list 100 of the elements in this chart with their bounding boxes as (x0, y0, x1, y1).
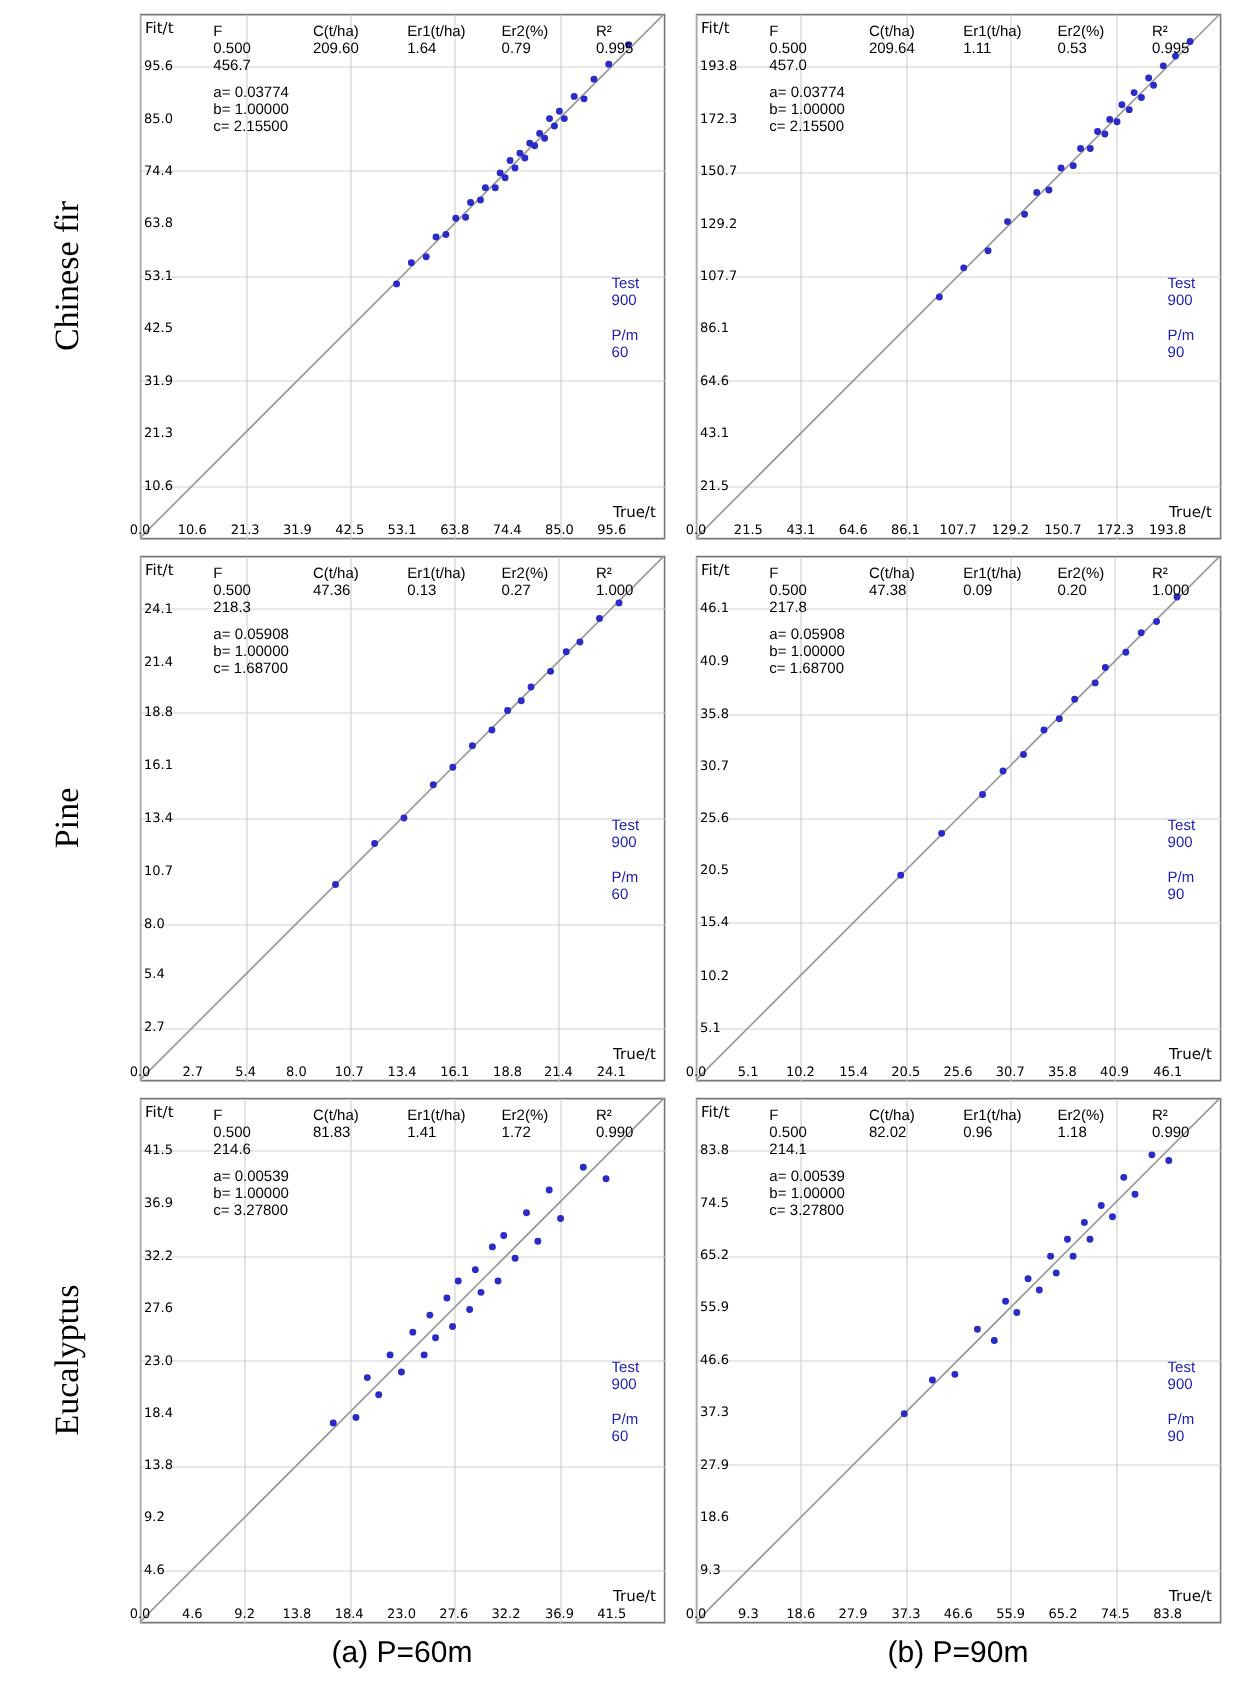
point (409, 1328, 417, 1336)
point (990, 1337, 998, 1345)
point (488, 726, 496, 734)
point (407, 259, 415, 267)
point (1106, 115, 1114, 123)
point (1086, 1235, 1094, 1243)
point (1094, 128, 1102, 136)
point (576, 638, 584, 646)
point (496, 169, 504, 177)
point (422, 253, 430, 261)
point (477, 1288, 485, 1296)
point (1153, 618, 1161, 625)
point (1122, 648, 1130, 656)
point (1097, 1202, 1105, 1209)
point (393, 280, 401, 288)
point (580, 95, 588, 103)
text: (b) P=90m (887, 1636, 1029, 1670)
point (1035, 1286, 1043, 1294)
point (504, 707, 512, 714)
point (1069, 162, 1077, 170)
point (500, 1232, 508, 1239)
point (449, 1323, 457, 1330)
point (1118, 101, 1126, 109)
point (1080, 1218, 1088, 1226)
point (960, 264, 968, 272)
point (511, 164, 519, 172)
point (429, 781, 437, 789)
point (511, 1254, 519, 1262)
point (488, 1243, 496, 1251)
point (481, 184, 489, 192)
point (979, 791, 987, 798)
point (468, 742, 476, 750)
point (476, 196, 484, 204)
point (1159, 62, 1167, 70)
point (1071, 695, 1079, 703)
point (570, 92, 578, 100)
point (551, 122, 558, 130)
point (555, 107, 563, 115)
point (1091, 679, 1099, 687)
point (523, 1209, 530, 1217)
point (984, 247, 992, 255)
point (1057, 164, 1065, 172)
point (1150, 81, 1158, 89)
point (491, 184, 499, 192)
point (1024, 1275, 1032, 1283)
point (557, 1215, 565, 1222)
point (1020, 751, 1027, 758)
point (432, 1334, 439, 1342)
point (517, 697, 525, 705)
point (560, 115, 568, 123)
point (329, 1419, 337, 1427)
point (1101, 130, 1109, 138)
point (1002, 1297, 1010, 1305)
point (1145, 74, 1153, 82)
point (545, 1186, 553, 1194)
point (467, 199, 475, 206)
point (1055, 715, 1063, 723)
point (999, 767, 1007, 775)
point (1013, 1308, 1021, 1316)
point (579, 1163, 587, 1171)
point (462, 213, 470, 221)
point (1086, 145, 1094, 153)
point (449, 763, 457, 771)
point (605, 60, 613, 68)
point (928, 1376, 936, 1384)
point (1137, 94, 1145, 101)
point (454, 1277, 462, 1285)
point (615, 599, 623, 607)
point (494, 1277, 502, 1285)
point (397, 1368, 405, 1376)
point (371, 839, 379, 847)
point (442, 231, 450, 239)
point (1165, 1157, 1173, 1164)
point (506, 157, 514, 164)
point (938, 829, 946, 837)
point (452, 214, 460, 222)
point (562, 648, 570, 656)
point (897, 871, 905, 879)
point (466, 1305, 474, 1313)
point (1033, 188, 1041, 196)
point (1064, 1235, 1071, 1243)
point (1113, 118, 1121, 126)
point (420, 1351, 428, 1359)
point (443, 1294, 451, 1302)
point (527, 683, 535, 691)
text: Eucalyptus (47, 1284, 86, 1436)
point (534, 1237, 542, 1245)
point (1045, 186, 1053, 194)
point (1120, 1173, 1128, 1181)
point (541, 134, 549, 142)
point (1047, 1252, 1055, 1260)
point (426, 1311, 434, 1319)
text: (a) P=60m (331, 1636, 473, 1670)
point (1137, 629, 1145, 637)
point (590, 75, 598, 83)
text: Pine (47, 787, 86, 849)
point (1101, 664, 1109, 672)
point (596, 615, 603, 623)
point (1148, 1151, 1156, 1159)
point (375, 1391, 383, 1399)
